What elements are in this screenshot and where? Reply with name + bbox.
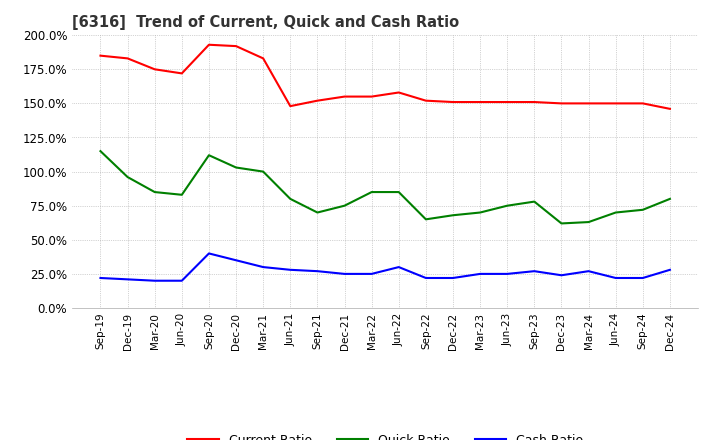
Quick Ratio	[259, 169, 268, 174]
Current Ratio	[259, 56, 268, 61]
Cash Ratio	[584, 268, 593, 274]
Current Ratio	[476, 99, 485, 105]
Current Ratio	[665, 106, 674, 111]
Current Ratio	[286, 103, 294, 109]
Legend: Current Ratio, Quick Ratio, Cash Ratio: Current Ratio, Quick Ratio, Cash Ratio	[182, 429, 588, 440]
Cash Ratio	[639, 275, 647, 281]
Current Ratio	[639, 101, 647, 106]
Current Ratio	[341, 94, 349, 99]
Quick Ratio	[341, 203, 349, 209]
Current Ratio	[178, 71, 186, 76]
Cash Ratio	[123, 277, 132, 282]
Cash Ratio	[476, 271, 485, 276]
Quick Ratio	[421, 216, 430, 222]
Cash Ratio	[611, 275, 620, 281]
Current Ratio	[530, 99, 539, 105]
Quick Ratio	[665, 196, 674, 202]
Cash Ratio	[178, 278, 186, 283]
Cash Ratio	[665, 267, 674, 272]
Current Ratio	[150, 66, 159, 72]
Current Ratio	[421, 98, 430, 103]
Current Ratio	[503, 99, 511, 105]
Quick Ratio	[584, 220, 593, 225]
Cash Ratio	[421, 275, 430, 281]
Cash Ratio	[449, 275, 457, 281]
Quick Ratio	[557, 221, 566, 226]
Cash Ratio	[286, 267, 294, 272]
Quick Ratio	[395, 189, 403, 194]
Quick Ratio	[286, 196, 294, 202]
Quick Ratio	[204, 153, 213, 158]
Cash Ratio	[341, 271, 349, 276]
Quick Ratio	[611, 210, 620, 215]
Current Ratio	[96, 53, 105, 58]
Current Ratio	[232, 44, 240, 49]
Quick Ratio	[449, 213, 457, 218]
Line: Cash Ratio: Cash Ratio	[101, 253, 670, 281]
Quick Ratio	[313, 210, 322, 215]
Quick Ratio	[96, 149, 105, 154]
Quick Ratio	[639, 207, 647, 213]
Cash Ratio	[395, 264, 403, 270]
Current Ratio	[584, 101, 593, 106]
Quick Ratio	[123, 174, 132, 180]
Cash Ratio	[367, 271, 376, 276]
Text: [6316]  Trend of Current, Quick and Cash Ratio: [6316] Trend of Current, Quick and Cash …	[72, 15, 459, 30]
Quick Ratio	[232, 165, 240, 170]
Line: Quick Ratio: Quick Ratio	[101, 151, 670, 224]
Cash Ratio	[313, 268, 322, 274]
Cash Ratio	[96, 275, 105, 281]
Current Ratio	[204, 42, 213, 48]
Cash Ratio	[204, 251, 213, 256]
Current Ratio	[313, 98, 322, 103]
Quick Ratio	[503, 203, 511, 209]
Cash Ratio	[503, 271, 511, 276]
Current Ratio	[611, 101, 620, 106]
Cash Ratio	[557, 273, 566, 278]
Quick Ratio	[476, 210, 485, 215]
Quick Ratio	[150, 189, 159, 194]
Quick Ratio	[178, 192, 186, 198]
Cash Ratio	[150, 278, 159, 283]
Cash Ratio	[232, 258, 240, 263]
Cash Ratio	[259, 264, 268, 270]
Current Ratio	[449, 99, 457, 105]
Current Ratio	[123, 56, 132, 61]
Cash Ratio	[530, 268, 539, 274]
Line: Current Ratio: Current Ratio	[101, 45, 670, 109]
Current Ratio	[395, 90, 403, 95]
Current Ratio	[367, 94, 376, 99]
Current Ratio	[557, 101, 566, 106]
Quick Ratio	[367, 189, 376, 194]
Quick Ratio	[530, 199, 539, 204]
